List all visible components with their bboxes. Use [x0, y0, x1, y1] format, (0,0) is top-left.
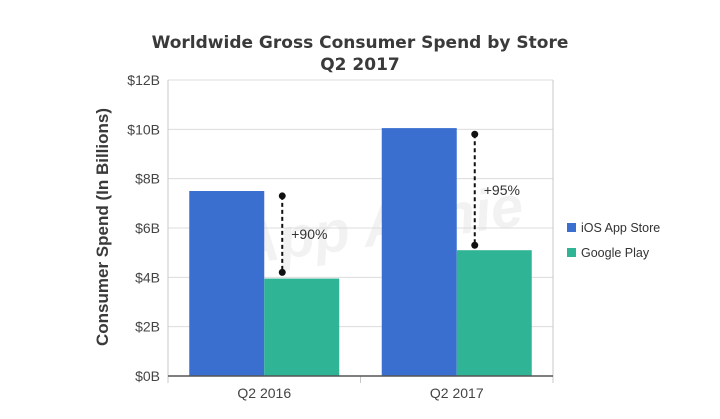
y-tick-label: $2B	[135, 319, 160, 335]
growth-endpoint	[471, 241, 479, 249]
y-axis-title: Consumer Spend (In Billions)	[93, 108, 112, 346]
y-tick-label: $0B	[135, 368, 160, 384]
y-tick-label: $12B	[127, 72, 160, 88]
y-tick-label: $8B	[135, 171, 160, 187]
y-tick-label: $10B	[127, 121, 160, 137]
growth-endpoint	[471, 130, 479, 138]
x-tick-label: Q2 2016	[237, 385, 291, 401]
x-tick-label: Q2 2017	[430, 385, 484, 401]
chart-title: Worldwide Gross Consumer Spend by Store	[151, 33, 569, 53]
bar	[189, 191, 265, 376]
bar	[456, 250, 532, 376]
legend-label: iOS App Store	[581, 221, 660, 235]
bar	[381, 128, 457, 376]
bar	[264, 278, 340, 376]
chart-subtitle: Q2 2017	[320, 55, 400, 75]
growth-endpoint	[278, 268, 286, 276]
growth-endpoint	[278, 192, 286, 200]
y-tick-label: $6B	[135, 220, 160, 236]
growth-label: +95%	[484, 182, 520, 198]
y-tick-label: $4B	[135, 269, 160, 285]
growth-label: +90%	[291, 226, 327, 242]
legend-swatch	[567, 223, 576, 232]
legend-label: Google Play	[581, 246, 650, 260]
legend-swatch	[567, 248, 576, 257]
